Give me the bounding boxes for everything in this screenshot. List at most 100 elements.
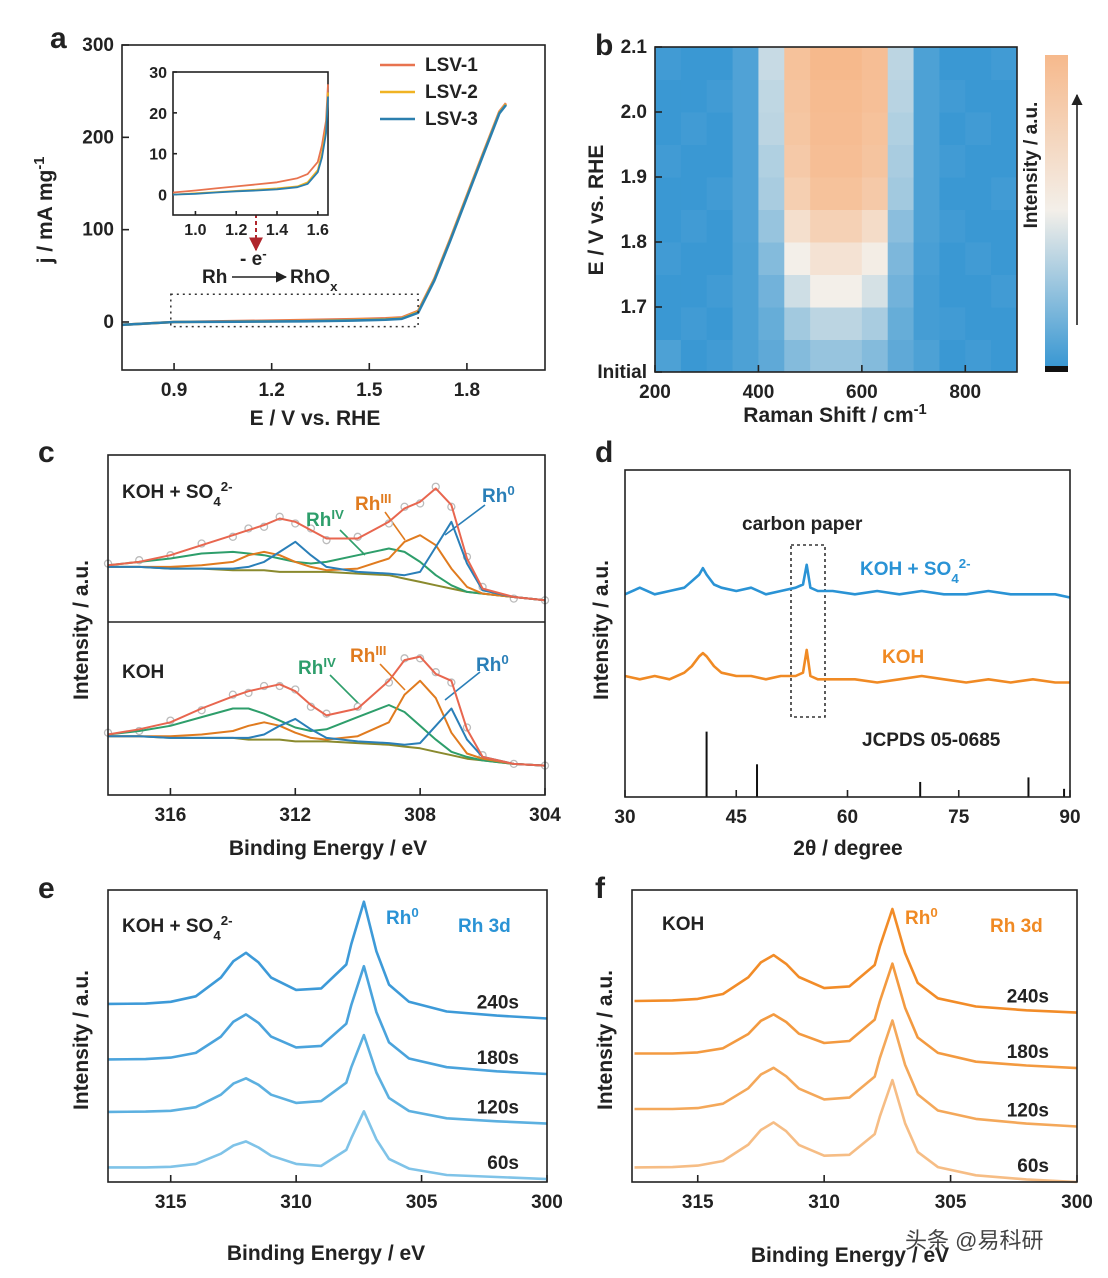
x-tick-label: 315 xyxy=(682,1192,714,1213)
heat-cell xyxy=(732,79,759,113)
x-tick-label: 310 xyxy=(280,1192,312,1213)
heat-cell xyxy=(965,307,992,340)
axis-frame xyxy=(107,454,546,796)
x-tick-label: 308 xyxy=(404,805,436,826)
y-tick-label: 1.8 xyxy=(621,232,647,253)
legend-label: LSV-2 xyxy=(425,82,478,103)
colorbar-label: Intensity / a.u. xyxy=(1021,102,1042,229)
x-tick-label: 60 xyxy=(837,807,858,828)
series-line xyxy=(624,648,1070,684)
heat-cell xyxy=(706,242,734,275)
heat-cell xyxy=(706,339,734,373)
series-line xyxy=(121,104,508,327)
heat-cell xyxy=(706,79,734,113)
heat-cell xyxy=(784,79,811,113)
heat-cell xyxy=(939,242,966,275)
highlight-box xyxy=(790,544,826,718)
heat-cell xyxy=(680,47,708,80)
x-tick-label: 312 xyxy=(279,805,311,826)
heat-cell xyxy=(810,274,837,308)
heat-cell xyxy=(784,144,811,178)
annotation: RhOx xyxy=(290,267,338,294)
heat-cell xyxy=(836,307,863,340)
heat-cell xyxy=(758,144,785,178)
heat-cell xyxy=(913,47,940,80)
heat-cell xyxy=(836,177,863,210)
text-part: Rh 3d xyxy=(458,916,511,937)
y-tick-label: 1.9 xyxy=(621,167,647,188)
heat-cell xyxy=(784,112,811,145)
heat-cell xyxy=(965,339,992,373)
heat-cell xyxy=(706,209,734,243)
heat-cell xyxy=(913,307,940,340)
heat-cell xyxy=(680,144,708,178)
heat-cell xyxy=(991,209,1018,243)
heat-cell xyxy=(758,177,785,210)
text-part: 0 xyxy=(411,905,418,920)
annotation: - e- xyxy=(240,246,267,271)
x-axis-label: Binding Energy / eV xyxy=(751,1244,949,1267)
annotation: carbon paper xyxy=(742,514,863,535)
heat-cell xyxy=(655,307,682,340)
series-label: 180s xyxy=(477,1048,519,1069)
heat-cell xyxy=(706,177,734,210)
heat-cell xyxy=(991,47,1018,80)
heat-cell xyxy=(810,112,837,145)
series-line xyxy=(107,487,546,602)
text-part: 4 xyxy=(951,571,959,586)
text-part: Rh xyxy=(350,646,375,667)
heat-cell xyxy=(913,274,940,308)
y-axis-label: E / V vs. RHE xyxy=(585,145,608,276)
heat-cell xyxy=(887,177,915,210)
colorbar xyxy=(1045,55,1068,366)
text-part: 0 xyxy=(501,652,508,667)
series-line xyxy=(634,962,1078,1070)
heat-cell xyxy=(655,242,682,275)
annotation: RhIII xyxy=(350,643,386,668)
axis-frame xyxy=(121,44,546,371)
heat-cell xyxy=(939,112,966,145)
heat-cell xyxy=(887,47,915,80)
annotation: RhIV xyxy=(306,507,344,532)
text-part: Rh xyxy=(306,510,331,531)
x-axis-label: Binding Energy / eV xyxy=(229,837,427,860)
panel-letter: b xyxy=(595,29,613,62)
text-part: Rh xyxy=(298,658,323,679)
heat-cell xyxy=(913,112,940,145)
x-tick-label: 1.0 xyxy=(184,222,206,239)
panel-letter: d xyxy=(595,436,613,469)
y-tick-label: 10 xyxy=(149,147,167,164)
series-line xyxy=(624,563,1071,599)
x-tick-label: 0.9 xyxy=(161,380,187,401)
heat-cell xyxy=(939,339,966,373)
y-tick-label: 100 xyxy=(82,220,114,241)
y-tick-label: Initial xyxy=(597,362,647,383)
watermark: 头条 @易科研 xyxy=(905,1228,1043,1253)
heat-cell xyxy=(861,307,889,340)
y-tick-label: 0 xyxy=(103,312,114,333)
heat-cell xyxy=(655,144,682,178)
heat-cell xyxy=(784,177,811,210)
series-line xyxy=(107,547,546,602)
axis-frame xyxy=(172,71,329,216)
heat-cell xyxy=(810,79,837,113)
x-tick-label: 1.5 xyxy=(356,380,383,401)
series-label: 60s xyxy=(1017,1156,1049,1177)
heat-cell xyxy=(939,307,966,340)
text-part: Rh xyxy=(905,908,930,929)
heat-cell xyxy=(758,339,785,373)
text-part: 0 xyxy=(507,483,514,498)
heat-cell xyxy=(732,144,759,178)
heat-cell xyxy=(965,177,992,210)
series-label: 120s xyxy=(477,1098,519,1119)
text-part: 0 xyxy=(930,905,937,920)
heat-cell xyxy=(732,112,759,145)
heat-cell xyxy=(655,79,682,113)
text-part: KOH xyxy=(122,662,164,683)
text-part: KOH + SO xyxy=(122,916,213,937)
series-line xyxy=(107,655,546,767)
legend-label: LSV-3 xyxy=(425,109,478,130)
x-tick-label: 304 xyxy=(529,805,561,826)
